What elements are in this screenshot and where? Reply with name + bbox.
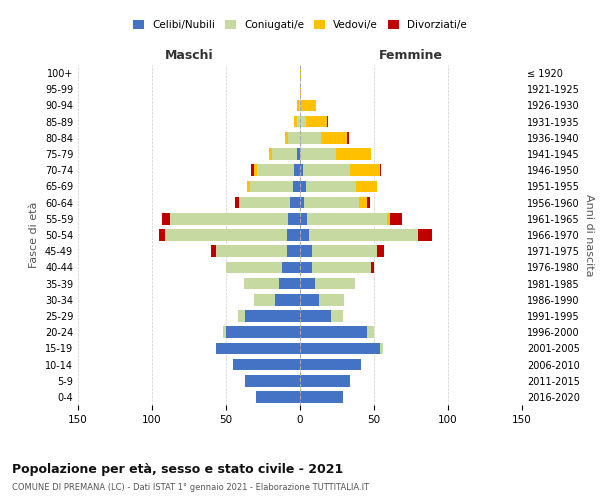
- Bar: [350, 164, 380, 176]
- Bar: [300, 132, 321, 143]
- Bar: [331, 310, 343, 322]
- Bar: [300, 246, 312, 257]
- Bar: [163, 213, 170, 224]
- Bar: [290, 197, 300, 208]
- Bar: [251, 164, 254, 176]
- Bar: [272, 148, 297, 160]
- Bar: [287, 229, 300, 241]
- Bar: [300, 180, 306, 192]
- Bar: [367, 326, 374, 338]
- Legend: Celibi/Nubili, Coniugati/e, Vedovi/e, Divorziati/e: Celibi/Nubili, Coniugati/e, Vedovi/e, Di…: [129, 16, 471, 34]
- Bar: [300, 100, 301, 112]
- Bar: [235, 197, 239, 208]
- Bar: [226, 262, 282, 273]
- Bar: [371, 262, 374, 273]
- Bar: [418, 229, 432, 241]
- Bar: [356, 180, 377, 192]
- Bar: [388, 213, 390, 224]
- Bar: [300, 148, 335, 160]
- Bar: [288, 213, 300, 224]
- Bar: [300, 294, 319, 306]
- Bar: [390, 213, 402, 224]
- Bar: [160, 229, 166, 241]
- Y-axis label: Anni di nascita: Anni di nascita: [584, 194, 593, 276]
- Bar: [300, 278, 315, 289]
- Bar: [297, 148, 300, 160]
- Bar: [315, 278, 355, 289]
- Bar: [233, 358, 300, 370]
- Bar: [307, 213, 388, 224]
- Bar: [299, 100, 300, 112]
- Bar: [309, 229, 418, 241]
- Bar: [294, 116, 297, 128]
- Bar: [170, 213, 288, 224]
- Bar: [300, 197, 304, 208]
- Bar: [238, 310, 245, 322]
- Bar: [250, 180, 293, 192]
- Bar: [300, 213, 307, 224]
- Bar: [287, 246, 300, 257]
- Bar: [300, 326, 367, 338]
- Bar: [269, 148, 272, 160]
- Bar: [300, 310, 331, 322]
- Bar: [321, 132, 347, 143]
- Bar: [297, 100, 299, 112]
- Bar: [166, 229, 287, 241]
- Bar: [312, 246, 377, 257]
- Bar: [380, 342, 383, 354]
- Text: Popolazione per età, sesso e stato civile - 2021: Popolazione per età, sesso e stato civil…: [12, 462, 343, 475]
- Bar: [293, 180, 300, 192]
- Bar: [300, 164, 303, 176]
- Bar: [300, 262, 312, 273]
- Bar: [326, 116, 328, 128]
- Bar: [377, 246, 385, 257]
- Bar: [294, 164, 300, 176]
- Bar: [223, 326, 226, 338]
- Bar: [300, 391, 343, 402]
- Bar: [304, 197, 359, 208]
- Bar: [244, 278, 279, 289]
- Bar: [300, 229, 309, 241]
- Bar: [215, 246, 287, 257]
- Bar: [254, 164, 257, 176]
- Text: COMUNE DI PREMANA (LC) - Dati ISTAT 1° gennaio 2021 - Elaborazione TUTTITALIA.IT: COMUNE DI PREMANA (LC) - Dati ISTAT 1° g…: [12, 482, 369, 492]
- Bar: [300, 84, 301, 95]
- Bar: [300, 68, 301, 79]
- Bar: [247, 180, 250, 192]
- Bar: [306, 116, 326, 128]
- Bar: [245, 310, 300, 322]
- Bar: [285, 132, 288, 143]
- Bar: [300, 358, 361, 370]
- Bar: [300, 375, 350, 386]
- Bar: [275, 294, 300, 306]
- Bar: [226, 326, 300, 338]
- Bar: [306, 180, 356, 192]
- Bar: [288, 132, 300, 143]
- Bar: [239, 197, 290, 208]
- Bar: [335, 148, 371, 160]
- Bar: [301, 100, 316, 112]
- Bar: [300, 342, 380, 354]
- Bar: [303, 164, 350, 176]
- Bar: [300, 116, 306, 128]
- Y-axis label: Fasce di età: Fasce di età: [29, 202, 39, 268]
- Bar: [279, 278, 300, 289]
- Bar: [256, 391, 300, 402]
- Bar: [254, 294, 275, 306]
- Bar: [319, 294, 344, 306]
- Bar: [282, 262, 300, 273]
- Text: Femmine: Femmine: [379, 49, 443, 62]
- Bar: [359, 197, 367, 208]
- Bar: [367, 197, 370, 208]
- Bar: [297, 116, 300, 128]
- Bar: [312, 262, 371, 273]
- Bar: [380, 164, 382, 176]
- Bar: [215, 342, 300, 354]
- Bar: [211, 246, 215, 257]
- Text: Maschi: Maschi: [164, 49, 214, 62]
- Bar: [347, 132, 349, 143]
- Bar: [257, 164, 294, 176]
- Bar: [245, 375, 300, 386]
